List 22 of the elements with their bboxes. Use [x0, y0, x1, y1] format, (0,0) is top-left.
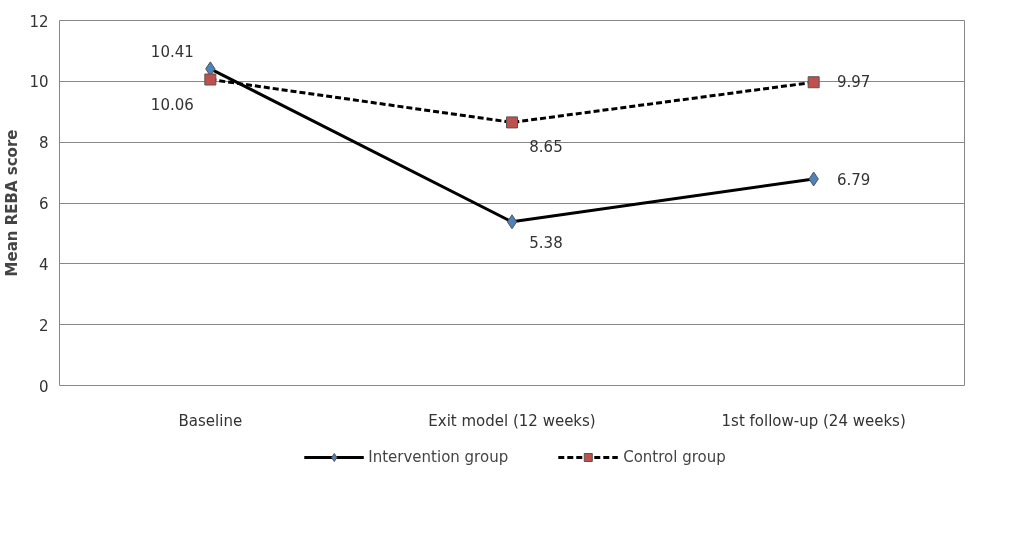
y-tick-label: 6: [38, 195, 49, 213]
point: [807, 76, 820, 89]
y-tick-label: 8: [38, 134, 49, 153]
data-label: 10.41: [150, 42, 194, 61]
y-tick-label: 10: [29, 73, 49, 92]
point: [506, 116, 518, 129]
y-axis-title: Mean REBA score: [3, 129, 22, 277]
x-tick-label: Baseline: [178, 411, 243, 430]
y-tick-label: 12: [29, 12, 49, 31]
point: [506, 214, 518, 230]
data-label: 10.06: [150, 95, 194, 114]
data-label: 5.38: [529, 233, 563, 252]
y-tick-label: 4: [38, 255, 49, 274]
y-tick-label: 2: [38, 316, 49, 335]
data-label: 8.65: [529, 138, 563, 157]
legend-label: Control group: [623, 448, 726, 466]
legend-label: Intervention group: [368, 448, 509, 466]
point: [204, 73, 217, 86]
data-label: 6.79: [836, 170, 871, 189]
x-tick-label: Exit model (12 weeks): [428, 411, 596, 430]
x-tick-label: 1st follow-up (24 weeks): [721, 411, 906, 430]
y-tick-label: 0: [38, 377, 49, 396]
